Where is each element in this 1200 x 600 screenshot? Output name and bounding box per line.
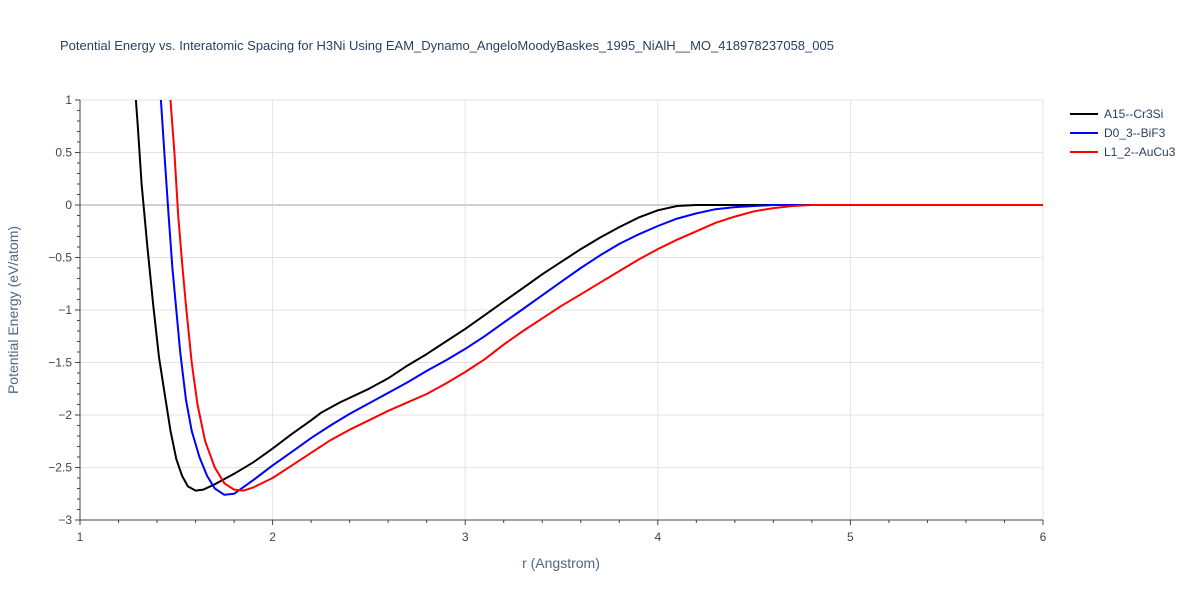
- legend-item[interactable]: D0_3--BiF3: [1070, 126, 1166, 140]
- plot-area: [134, 100, 1043, 496]
- y-tick-label: −2: [58, 408, 72, 422]
- y-tick-label: −3: [58, 513, 72, 527]
- legend-label: A15--Cr3Si: [1104, 107, 1163, 121]
- y-tick-label: 0.5: [55, 146, 72, 160]
- x-tick-label: 1: [77, 530, 84, 544]
- y-tick-label: 0: [65, 198, 72, 212]
- series-line-d0-3-bif3: [159, 100, 1043, 496]
- x-tick-label: 6: [1040, 530, 1047, 544]
- series-layer: [134, 100, 1043, 496]
- x-tick-label: 3: [462, 530, 469, 544]
- grid-layer: [80, 99, 1044, 520]
- x-tick-label: 2: [269, 530, 276, 544]
- x-tick-label: 4: [654, 530, 661, 544]
- legend-item[interactable]: A15--Cr3Si: [1070, 107, 1163, 121]
- y-tick-label: −0.5: [48, 251, 72, 265]
- y-tick-label: 1: [65, 93, 72, 107]
- x-axis-title: r (Angstrom): [522, 555, 600, 571]
- legend-label: L1_2--AuCu3: [1104, 145, 1176, 159]
- y-tick-label: −1: [58, 303, 72, 317]
- y-tick-label: −1.5: [48, 356, 72, 370]
- legend-label: D0_3--BiF3: [1104, 126, 1166, 140]
- y-axis-title: Potential Energy (eV/atom): [5, 226, 21, 394]
- legend[interactable]: A15--Cr3Si D0_3--BiF3 L1_2--AuCu3: [1070, 107, 1176, 159]
- y-tick-label: −2.5: [48, 461, 72, 475]
- x-axis: 1 2 3 4 5 6: [77, 519, 1047, 544]
- x-tick-label: 5: [847, 530, 854, 544]
- series-line-l1-2-aucu3: [169, 100, 1043, 492]
- y-axis: −3 −2.5 −2 −1.5 −1 −0.5 0 0.5 1: [48, 93, 81, 527]
- legend-item[interactable]: L1_2--AuCu3: [1070, 145, 1176, 159]
- series-line-a15-cr3si: [134, 100, 1043, 492]
- chart-title: Potential Energy vs. Interatomic Spacing…: [60, 38, 834, 53]
